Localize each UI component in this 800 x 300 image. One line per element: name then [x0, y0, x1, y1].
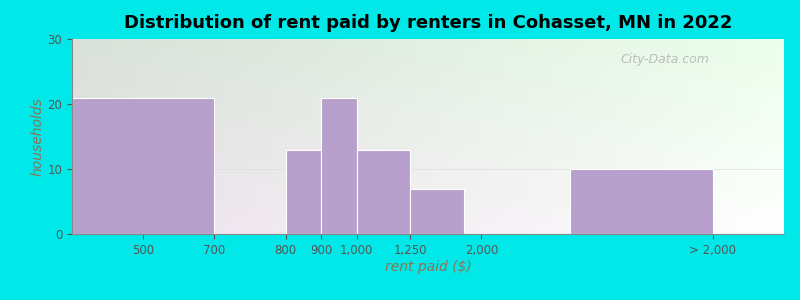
- Bar: [357, 149, 410, 234]
- X-axis label: rent paid ($): rent paid ($): [385, 260, 471, 274]
- Title: Distribution of rent paid by renters in Cohasset, MN in 2022: Distribution of rent paid by renters in …: [124, 14, 732, 32]
- Bar: [322, 98, 357, 234]
- Text: City-Data.com: City-Data.com: [620, 52, 709, 66]
- Bar: [286, 149, 322, 234]
- Y-axis label: households: households: [30, 97, 45, 176]
- Bar: [570, 169, 713, 234]
- Bar: [72, 98, 214, 234]
- Bar: [410, 188, 464, 234]
